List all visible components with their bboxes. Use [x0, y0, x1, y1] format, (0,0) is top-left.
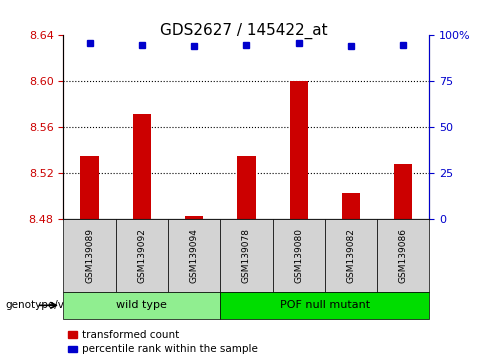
Text: GSM139089: GSM139089 [85, 228, 94, 283]
Text: percentile rank within the sample: percentile rank within the sample [82, 344, 258, 354]
Text: GSM139080: GSM139080 [294, 228, 303, 283]
Text: GSM139078: GSM139078 [242, 228, 251, 283]
Text: GSM139094: GSM139094 [190, 228, 199, 283]
Bar [185, 216, 203, 219]
Bar [394, 164, 412, 219]
Bar [289, 81, 308, 219]
Bar [237, 156, 256, 219]
Text: wild type: wild type [117, 300, 167, 310]
Text: GSM139092: GSM139092 [137, 228, 146, 283]
Text: transformed count: transformed count [82, 330, 179, 339]
Bar [133, 114, 151, 219]
Text: genotype/variation: genotype/variation [5, 300, 104, 310]
Text: GSM139086: GSM139086 [399, 228, 408, 283]
Text: GDS2627 / 145422_at: GDS2627 / 145422_at [160, 23, 328, 39]
Text: POF null mutant: POF null mutant [280, 300, 370, 310]
Bar [342, 193, 360, 219]
Text: GSM139082: GSM139082 [346, 228, 356, 283]
Bar [81, 156, 99, 219]
